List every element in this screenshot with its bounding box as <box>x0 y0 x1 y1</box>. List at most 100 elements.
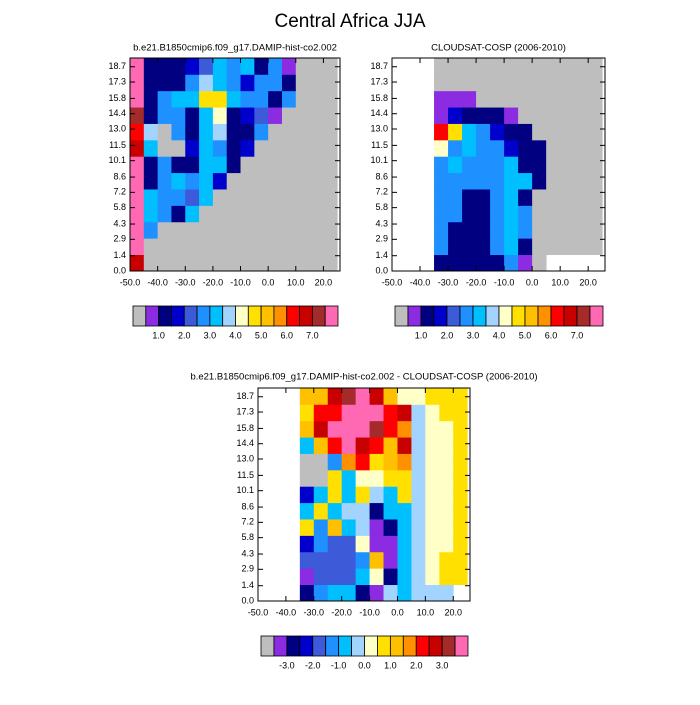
heat-cell <box>226 205 241 223</box>
heat-cell <box>281 90 297 108</box>
colorbar-box <box>576 305 591 327</box>
x-tick-label: -30.0 <box>438 277 459 287</box>
heat-cell <box>309 74 324 92</box>
heat-cell <box>462 139 477 157</box>
heat-cell <box>383 502 398 520</box>
heat-cell <box>397 486 412 504</box>
heat-cell <box>226 156 241 174</box>
colorbar-box <box>132 305 147 327</box>
heat-cell <box>434 156 449 174</box>
heat-cell <box>268 221 283 239</box>
heat-cell <box>476 221 491 239</box>
heat-cell <box>434 58 449 75</box>
heat-cell <box>268 107 283 124</box>
heat-cell <box>504 221 519 239</box>
x-tick-label: -10.0 <box>494 277 515 287</box>
heat-cell <box>268 238 283 256</box>
heat-cell <box>313 486 329 504</box>
heat-cell <box>226 221 241 239</box>
heat-cell <box>574 90 589 108</box>
heat-cell <box>439 486 454 504</box>
heat-cell <box>453 453 468 471</box>
colorbar-box <box>537 305 552 327</box>
heat-cell <box>299 453 315 471</box>
x-tick-label: -20.0 <box>331 607 352 617</box>
y-tick-label: 13.0 <box>108 123 126 133</box>
heat-cell <box>341 437 357 454</box>
heat-cell <box>518 205 533 223</box>
heat-cell <box>171 221 186 239</box>
heat-cell <box>295 107 311 124</box>
heat-cell <box>588 90 603 108</box>
heat-cell <box>546 172 561 190</box>
heat-cell <box>490 172 505 190</box>
heat-cell <box>574 189 589 206</box>
heat-cell <box>327 584 343 602</box>
heat-cell <box>130 58 145 75</box>
colorbar-box <box>454 635 469 657</box>
y-tick-label: 14.4 <box>370 108 388 118</box>
heat-cell <box>397 437 412 454</box>
heat-cell <box>323 156 338 174</box>
heat-cell <box>212 254 228 272</box>
heat-cell <box>397 469 412 487</box>
heat-cell <box>383 584 398 602</box>
heat-cell <box>588 58 603 75</box>
colorbar-box <box>196 305 211 327</box>
y-tick-label: 18.7 <box>236 391 254 401</box>
heat-cell <box>323 74 338 92</box>
heat-cell <box>268 156 283 174</box>
heat-cell <box>546 123 561 141</box>
heat-cell <box>411 453 426 471</box>
colorbar-box <box>273 635 288 657</box>
x-tick-label: -50.0 <box>382 277 403 287</box>
heat-cell <box>425 420 440 438</box>
heat-cell <box>453 404 468 422</box>
heat-cell <box>313 469 329 487</box>
heat-cell <box>313 388 329 405</box>
heat-cell <box>518 189 533 206</box>
heat-cell <box>299 469 315 487</box>
heat-cell <box>157 74 172 92</box>
heat-cell <box>560 90 575 108</box>
heat-cell <box>574 221 589 239</box>
heat-cell <box>185 58 200 75</box>
heat-cell <box>268 139 283 157</box>
colorbar-box <box>286 635 301 657</box>
heat-cell <box>327 502 343 520</box>
heat-cell <box>185 238 200 256</box>
heat-cell <box>574 139 589 157</box>
heat-cell <box>143 156 159 174</box>
heat-cell <box>588 238 603 256</box>
heat-cell <box>490 205 505 223</box>
x-tick-label: 0.0 <box>526 277 539 287</box>
heat-cell <box>130 189 145 206</box>
heat-cell <box>490 156 505 174</box>
colorbar-box <box>377 635 391 657</box>
heat-cell <box>383 420 398 438</box>
colorbar-box <box>324 305 339 327</box>
heat-cell <box>425 404 440 422</box>
heat-cell <box>518 74 533 92</box>
heat-cell <box>383 388 398 405</box>
heat-cell <box>369 551 384 569</box>
x-tick-label: 10.0 <box>417 607 435 617</box>
heat-cell <box>383 437 398 454</box>
heat-cell <box>355 551 370 569</box>
y-tick-label: 7.2 <box>375 187 388 197</box>
heat-cell <box>397 568 412 586</box>
heat-cell <box>212 123 228 141</box>
heat-cell <box>281 254 297 272</box>
heat-cell <box>323 58 338 75</box>
colorbar-box <box>183 305 198 327</box>
heat-cell <box>369 519 384 536</box>
heat-cell <box>411 551 426 569</box>
y-tick-label: 0.0 <box>241 595 254 605</box>
heat-cell <box>143 107 159 124</box>
heat-cell <box>588 156 603 174</box>
colorbar-box <box>273 305 288 327</box>
colorbar-box <box>260 305 275 327</box>
y-tick-label: 15.8 <box>370 93 388 103</box>
heat-cell <box>453 502 468 520</box>
x-tick-label: 20.0 <box>579 277 597 287</box>
